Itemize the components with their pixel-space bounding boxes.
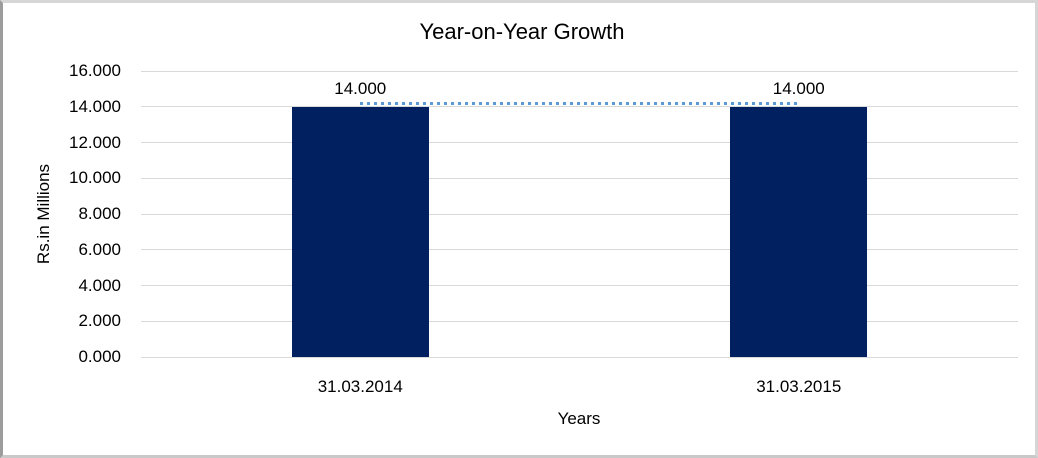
- y-tick-label: 8.000: [78, 204, 121, 223]
- y-tick-label: 6.000: [78, 239, 121, 259]
- y-tick-label: 12.000: [69, 132, 121, 152]
- gridline: [141, 320, 1018, 322]
- trend-line: [360, 101, 799, 105]
- x-axis-title: Years: [557, 409, 601, 428]
- y-tick-label: 14.000: [69, 96, 121, 116]
- data-label: 14.000: [772, 78, 825, 98]
- bar: [730, 106, 868, 357]
- y-tick-label: 0.000: [78, 347, 121, 366]
- gridline: [141, 285, 1018, 286]
- x-tick-label: 31.03.2015: [756, 377, 842, 396]
- gridline: [141, 70, 1018, 72]
- chart-title: Year-on-Year Growth: [419, 19, 625, 44]
- y-tick-label: 2.000: [78, 311, 121, 331]
- gridline: [141, 356, 1018, 358]
- gridline: [141, 249, 1018, 251]
- y-tick-label: 10.000: [69, 168, 121, 188]
- data-label: 14.000: [334, 78, 387, 98]
- gridline: [141, 177, 1018, 179]
- y-tick-label: 4.000: [78, 275, 121, 295]
- gridline: [141, 142, 1018, 143]
- bar: [291, 106, 429, 357]
- gridline: [141, 106, 1018, 108]
- y-tick-label: 16.000: [69, 61, 121, 80]
- gridline: [141, 213, 1018, 215]
- x-tick-label: 31.03.2014: [317, 377, 403, 396]
